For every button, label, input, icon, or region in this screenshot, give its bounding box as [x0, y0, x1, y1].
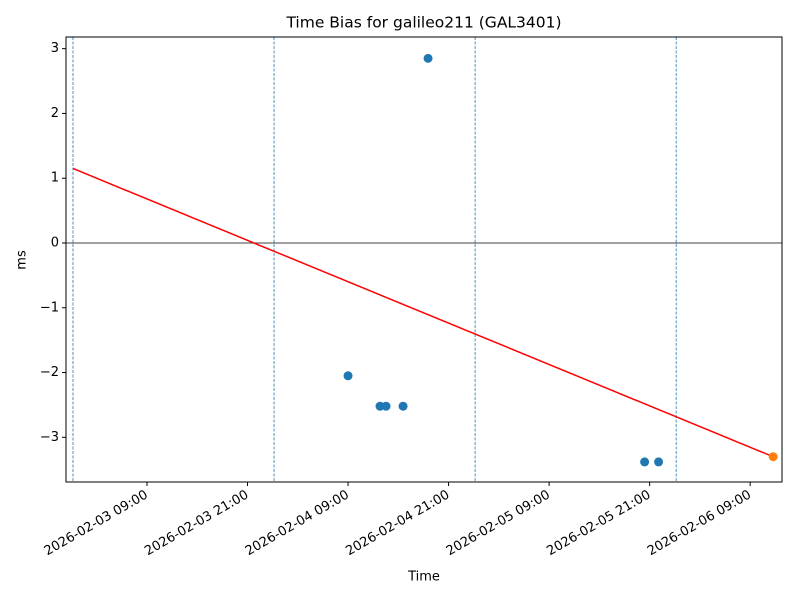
x-tick-label: 2026-02-04 09:00 — [243, 488, 352, 560]
y-axis-label: ms — [15, 250, 30, 270]
point — [640, 457, 650, 467]
y-tick-label: −3 — [40, 430, 59, 445]
y-tick-label: −2 — [40, 365, 59, 380]
x-axis-label: Time — [407, 570, 440, 585]
point — [381, 401, 391, 411]
point — [398, 401, 408, 411]
plot-frame — [65, 36, 783, 483]
y-tick-label: −1 — [40, 300, 59, 315]
y-tick-label: 0 — [51, 235, 59, 250]
x-tick-label: 2026-02-03 21:00 — [142, 488, 251, 560]
y-tick-label: 1 — [51, 171, 59, 186]
x-tick-label: 2026-02-04 21:00 — [343, 488, 452, 560]
x-tick-label: 2026-02-05 09:00 — [444, 488, 553, 560]
point — [654, 457, 664, 467]
x-tick-label: 2026-02-06 09:00 — [645, 488, 754, 560]
point — [768, 452, 778, 462]
y-tick-label: 3 — [51, 41, 59, 56]
point — [423, 53, 433, 63]
point — [343, 371, 353, 381]
chart-title: Time Bias for galileo211 (GAL3401) — [285, 14, 561, 32]
x-tick-label: 2026-02-03 09:00 — [42, 488, 151, 560]
x-tick-label: 2026-02-05 21:00 — [544, 488, 653, 560]
trend-line — [72, 167, 774, 458]
y-tick-label: 2 — [51, 106, 59, 121]
